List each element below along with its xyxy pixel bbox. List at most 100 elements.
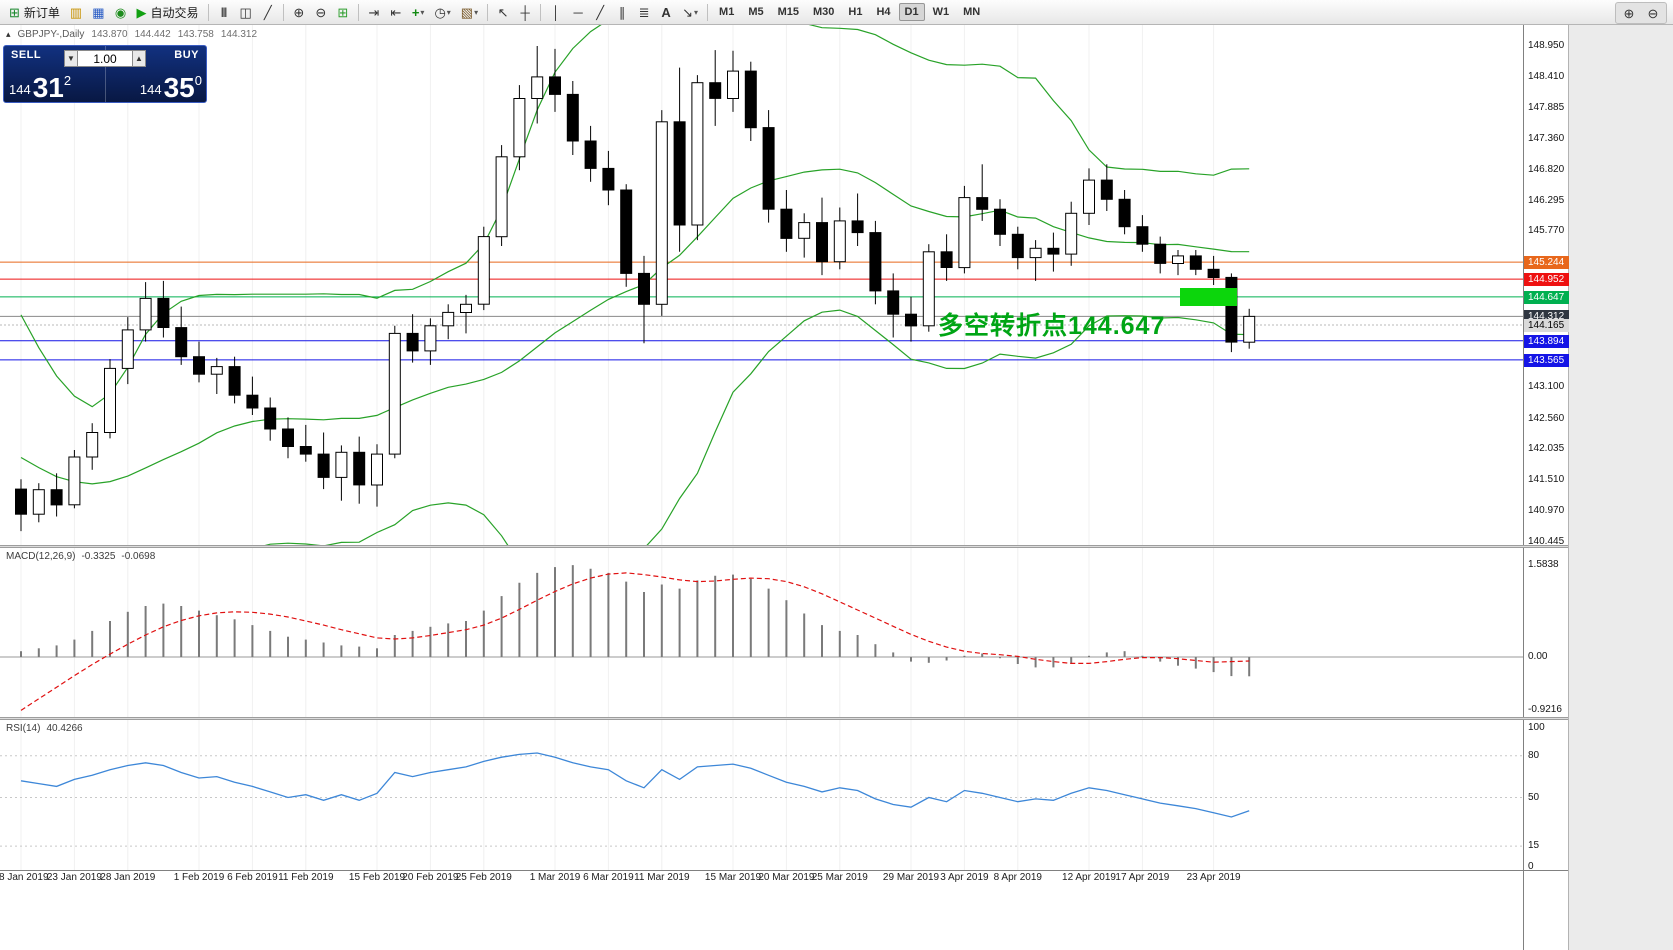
date-label: 11 Feb 2019 xyxy=(278,872,334,883)
trendline-button[interactable]: ╱ xyxy=(590,2,610,22)
buy-price: 144 35 0 xyxy=(139,72,202,103)
horizontal-line-button[interactable]: ─ xyxy=(568,2,588,22)
vertical-line-button[interactable]: │ xyxy=(546,2,566,22)
timeframe-m15-button[interactable]: M15 xyxy=(777,6,799,18)
timeframe-d1-button[interactable]: D1 xyxy=(898,3,925,21)
date-label: 23 Jan 2019 xyxy=(46,872,102,883)
crosshair-button[interactable]: ┼ xyxy=(515,2,535,22)
toolbar-separator xyxy=(357,3,359,21)
arrows-button[interactable]: ↘ ▾ xyxy=(678,2,702,22)
buy-button[interactable]: BUY 144 35 0 xyxy=(104,46,207,103)
date-label: 29 Mar 2019 xyxy=(882,872,940,883)
highlight-rectangle[interactable] xyxy=(1179,287,1237,306)
fibonacci-button[interactable]: ≣ xyxy=(634,2,654,22)
price-level-label: 144.647 xyxy=(1524,290,1569,304)
pane-divider[interactable] xyxy=(0,545,1568,548)
timeframe-m30-button[interactable]: M30 xyxy=(813,6,835,18)
templates-icon: ▧ xyxy=(460,4,474,20)
buy-price-big: 35 xyxy=(163,72,195,103)
price-tick: 146.295 xyxy=(1528,194,1565,206)
autotrading-button[interactable]: ▶ 自动交易 xyxy=(133,2,203,22)
timeframe-mn-button[interactable]: MN xyxy=(963,6,981,18)
bar-chart-button[interactable]: ||| xyxy=(214,2,234,22)
toolbar-zoom-in-button[interactable]: ⊕ xyxy=(1619,3,1639,23)
timeframe-h1-button[interactable]: H1 xyxy=(848,6,863,18)
timeframe-h4-button[interactable]: H4 xyxy=(876,6,891,18)
chart-shift-button[interactable]: ⇤ xyxy=(386,2,406,22)
dropdown-arrow-icon: ▾ xyxy=(446,7,451,17)
buy-label: BUY xyxy=(174,49,199,61)
periods-button[interactable]: ◷ ▾ xyxy=(430,2,454,22)
chart-canvas[interactable] xyxy=(0,25,1523,950)
volume-input[interactable] xyxy=(78,50,132,67)
date-label: 25 Mar 2019 xyxy=(811,872,868,883)
cursor-icon: ↖ xyxy=(497,4,509,20)
zoom-in-icon: ⊕ xyxy=(293,4,305,20)
date-label: 20 Feb 2019 xyxy=(402,872,459,883)
navigator-icon: ◉ xyxy=(114,4,127,20)
buy-price-prefix: 144 xyxy=(139,82,162,97)
autotrading-label: 自动交易 xyxy=(150,5,199,20)
auto-scroll-icon: ⇥ xyxy=(368,4,380,20)
timeframe-group: M1 M5 M15 M30 H1 H4 D1 W1 MN xyxy=(712,3,987,21)
date-label: 6 Mar 2019 xyxy=(583,872,634,883)
crosshair-icon: ┼ xyxy=(520,4,530,20)
zoom-out-icon: ⊖ xyxy=(315,4,327,20)
pivot-annotation[interactable]: 多空转折点144.647 xyxy=(938,312,1166,340)
price-tick: 146.820 xyxy=(1528,164,1565,176)
macd-tick: 1.5838 xyxy=(1528,559,1559,571)
vertical-line-icon: │ xyxy=(552,4,561,20)
auto-scroll-button[interactable]: ⇥ xyxy=(364,2,384,22)
price-tick: 140.445 xyxy=(1528,535,1565,547)
market-watch-button[interactable]: ▥ xyxy=(66,2,86,22)
toolbar-separator xyxy=(487,3,489,21)
zoom-out-button[interactable]: ⊖ xyxy=(311,2,331,22)
new-order-button[interactable]: ⊞ 新订单 xyxy=(5,2,64,22)
line-chart-button[interactable]: ╱ xyxy=(258,2,278,22)
templates-button[interactable]: ▧ ▾ xyxy=(457,2,482,22)
periods-clock-icon: ◷ xyxy=(434,4,446,20)
magnifier-minus-icon: ⊖ xyxy=(1647,5,1659,21)
ohlc-low: 143.758 xyxy=(177,29,214,40)
trendline-icon: ╱ xyxy=(596,4,605,20)
toolbar-separator xyxy=(707,3,709,21)
text-label-button[interactable]: A xyxy=(656,2,676,22)
price-level-label: 143.894 xyxy=(1524,334,1569,348)
volume-decrease-button[interactable]: ▼ xyxy=(64,50,78,67)
macd-signal-value: -0.0698 xyxy=(121,551,156,562)
autotrading-play-icon: ▶ xyxy=(136,4,147,20)
cursor-button[interactable]: ↖ xyxy=(493,2,513,22)
one-click-collapse-toggle[interactable]: ▴ xyxy=(6,29,11,39)
dropdown-arrow-icon: ▾ xyxy=(420,7,425,17)
indicators-button[interactable]: + ▾ xyxy=(408,2,429,22)
channel-button[interactable]: ∥ xyxy=(612,2,632,22)
zoom-in-button[interactable]: ⊕ xyxy=(289,2,309,22)
rsi-tick: 0 xyxy=(1528,861,1534,872)
pane-divider[interactable] xyxy=(0,717,1568,720)
sell-price: 144 31 2 xyxy=(9,73,71,102)
new-order-label: 新订单 xyxy=(23,5,60,20)
buy-price-sup: 0 xyxy=(194,73,202,88)
price-tick: 142.035 xyxy=(1528,443,1565,455)
price-tick: 145.770 xyxy=(1528,225,1565,237)
navigator-button[interactable]: ◉ xyxy=(111,2,131,22)
price-axis[interactable]: 148.950 148.410 147.885 147.360 146.820 146.2… xyxy=(1523,25,1569,950)
date-label: 12 Apr 2019 xyxy=(1062,872,1116,883)
date-label: 3 Apr 2019 xyxy=(940,872,989,883)
timeframe-m1-button[interactable]: M1 xyxy=(719,6,735,18)
price-level-label: 143.565 xyxy=(1524,353,1569,367)
market-watch-icon: ▥ xyxy=(69,4,83,20)
volume-increase-button[interactable]: ▲ xyxy=(132,50,146,67)
data-window-button[interactable]: ▦ xyxy=(88,2,108,22)
toolbar-zoom-out-button[interactable]: ⊖ xyxy=(1643,3,1663,23)
candlestick-chart-button[interactable]: ◫ xyxy=(236,2,256,22)
tile-windows-button[interactable]: ⊞ xyxy=(333,2,353,22)
date-label: 15 Feb 2019 xyxy=(348,872,406,883)
sell-button[interactable]: SELL 144 31 2 xyxy=(4,46,105,102)
timeframe-w1-button[interactable]: W1 xyxy=(932,6,950,18)
ohlc-open: 143.870 xyxy=(91,29,128,40)
timeframe-m5-button[interactable]: M5 xyxy=(748,6,764,18)
data-window-icon: ▦ xyxy=(92,4,105,20)
price-tick: 148.410 xyxy=(1528,71,1565,83)
